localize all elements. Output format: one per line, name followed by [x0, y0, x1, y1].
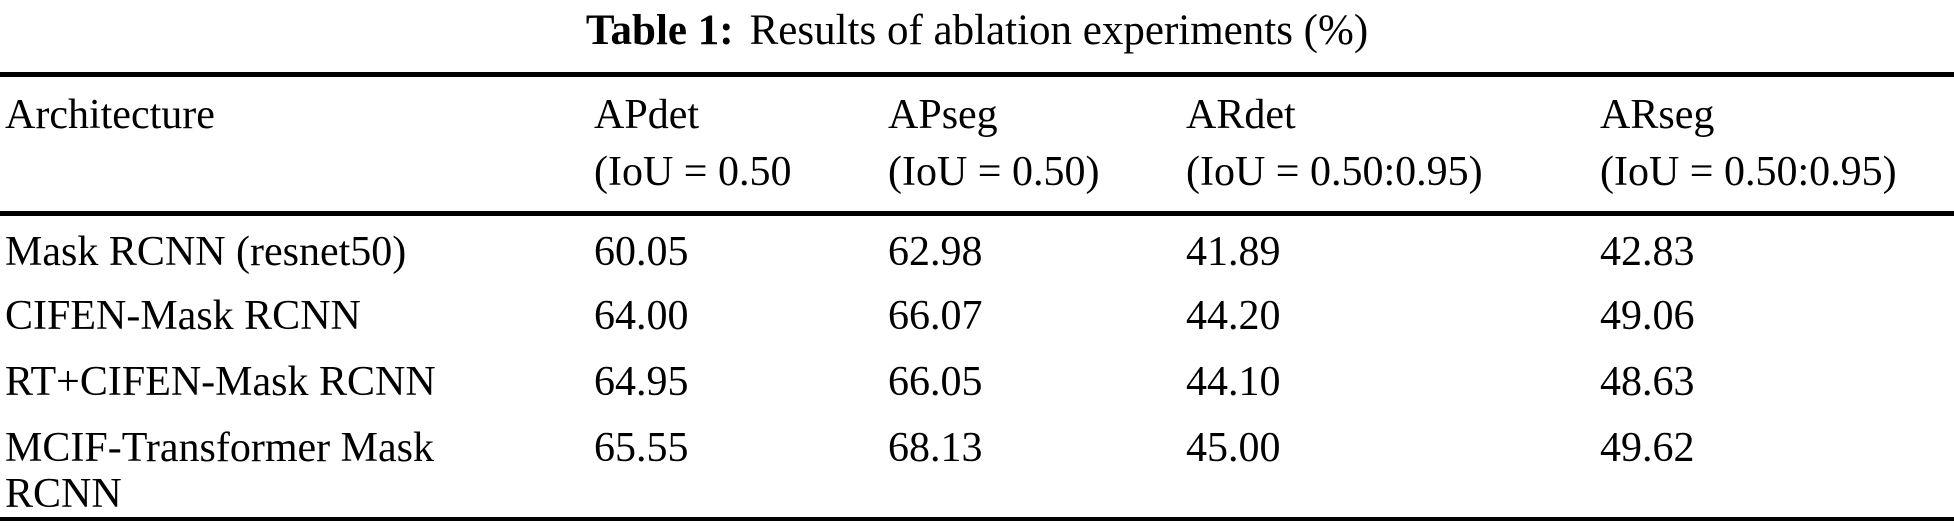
- header-cell-apseg: APseg (IoU = 0.50): [888, 74, 1186, 216]
- architecture-cell: MCIF-Transformer Mask RCNN: [0, 412, 594, 519]
- ablation-results-table: Architecture APdet (IoU = 0.50 APseg (Io…: [0, 72, 1954, 521]
- column-label: ARseg: [1600, 92, 1715, 138]
- metric-value-cell: 49.06: [1600, 280, 1954, 346]
- table-body: Mask RCNN (resnet50) 60.05 62.98 41.89 4…: [0, 214, 1954, 519]
- metric-value-cell: 60.05: [594, 214, 888, 280]
- metric-value-cell: 41.89: [1186, 214, 1600, 280]
- column-label: Architecture: [5, 92, 215, 138]
- column-sublabel: (IoU = 0.50: [594, 149, 792, 195]
- architecture-cell: RT+CIFEN-Mask RCNN: [0, 346, 594, 412]
- table-caption-text: Results of ablation experiments (%): [749, 7, 1369, 54]
- metric-value-cell: 66.07: [888, 280, 1186, 346]
- ardet-value: 41.89: [1186, 229, 1281, 275]
- metric-value-cell: 44.10: [1186, 346, 1600, 412]
- arseg-value: 42.83: [1600, 229, 1695, 275]
- apdet-value: 65.55: [594, 424, 689, 471]
- metric-value-cell: 62.98: [888, 214, 1186, 280]
- column-label: ARdet: [1186, 92, 1296, 138]
- apseg-value: 68.13: [888, 424, 983, 471]
- apseg-value: 66.05: [888, 358, 983, 405]
- header-cell-arseg: ARseg (IoU = 0.50:0.95): [1600, 74, 1954, 216]
- metric-value-cell: 68.13: [888, 412, 1186, 519]
- column-sublabel: (IoU = 0.50:0.95): [1600, 149, 1897, 195]
- metric-value-cell: 64.00: [594, 280, 888, 346]
- ardet-value: 44.20: [1186, 292, 1281, 339]
- apseg-value: 66.07: [888, 292, 983, 339]
- column-sublabel: (IoU = 0.50): [888, 149, 1100, 195]
- architecture-name: CIFEN-Mask RCNN: [5, 292, 361, 339]
- table-caption: Table 1: Results of ablation experiments …: [0, 0, 1954, 72]
- architecture-cell: CIFEN-Mask RCNN: [0, 280, 594, 346]
- metric-value-cell: 42.83: [1600, 214, 1954, 280]
- arseg-value: 48.63: [1600, 358, 1695, 405]
- metric-value-cell: 66.05: [888, 346, 1186, 412]
- architecture-name: RT+CIFEN-Mask RCNN: [5, 358, 436, 405]
- table-row: CIFEN-Mask RCNN 64.00 66.07 44.20 49.06: [0, 280, 1954, 346]
- header-cell-architecture: Architecture: [0, 74, 594, 216]
- architecture-name: Mask RCNN (resnet50): [5, 229, 407, 275]
- header-row: Architecture APdet (IoU = 0.50 APseg (Io…: [0, 74, 1954, 216]
- architecture-name: MCIF-Transformer Mask RCNN: [5, 424, 434, 517]
- table-row: MCIF-Transformer Mask RCNN 65.55 68.13 4…: [0, 412, 1954, 519]
- header-cell-apdet: APdet (IoU = 0.50: [594, 74, 888, 216]
- arseg-value: 49.06: [1600, 292, 1695, 339]
- table-row: RT+CIFEN-Mask RCNN 64.95 66.05 44.10 48.…: [0, 346, 1954, 412]
- table-caption-number: Table 1:: [585, 7, 734, 54]
- column-sublabel: (IoU = 0.50:0.95): [1186, 149, 1483, 195]
- header-cell-ardet: ARdet (IoU = 0.50:0.95): [1186, 74, 1600, 216]
- apseg-value: 62.98: [888, 229, 983, 275]
- ardet-value: 45.00: [1186, 424, 1281, 471]
- metric-value-cell: 48.63: [1600, 346, 1954, 412]
- apdet-value: 60.05: [594, 229, 689, 275]
- ardet-value: 44.10: [1186, 358, 1281, 405]
- metric-value-cell: 45.00: [1186, 412, 1600, 519]
- table-row: Mask RCNN (resnet50) 60.05 62.98 41.89 4…: [0, 214, 1954, 280]
- apdet-value: 64.95: [594, 358, 689, 405]
- apdet-value: 64.00: [594, 292, 689, 339]
- column-label: APseg: [888, 92, 998, 138]
- column-label: APdet: [594, 92, 699, 138]
- metric-value-cell: 49.62: [1600, 412, 1954, 519]
- architecture-cell: Mask RCNN (resnet50): [0, 214, 594, 280]
- arseg-value: 49.62: [1600, 424, 1695, 471]
- table-header: Architecture APdet (IoU = 0.50 APseg (Io…: [0, 74, 1954, 216]
- metric-value-cell: 64.95: [594, 346, 888, 412]
- metric-value-cell: 65.55: [594, 412, 888, 519]
- metric-value-cell: 44.20: [1186, 280, 1600, 346]
